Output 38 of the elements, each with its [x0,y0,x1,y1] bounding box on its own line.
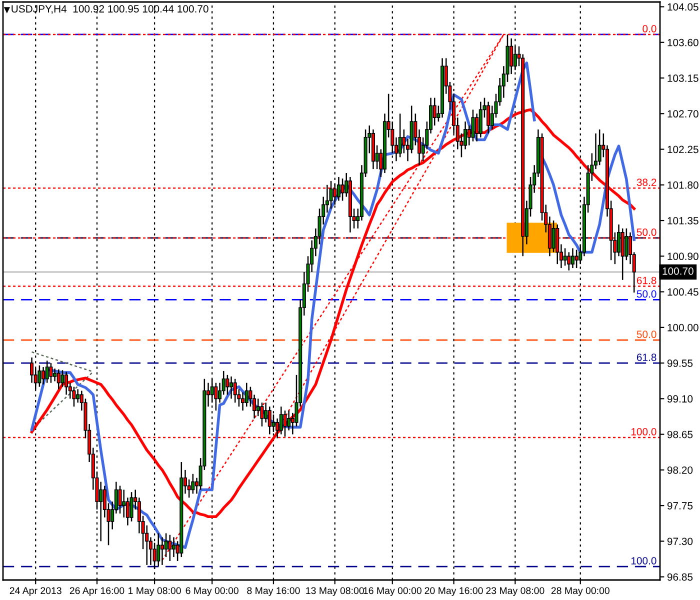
x-tick-label: 13 May 08:00 [306,587,364,596]
x-tick-label: 20 May 16:00 [424,587,483,596]
y-tick-label: 98.65 [667,430,693,438]
x-tick-label: 8 May 16:00 [247,587,300,596]
x-tick-label: 16 May 00:00 [364,587,422,596]
y-tick-label: 101.35 [668,217,698,224]
y-tick-label: 98.20 [667,466,693,474]
y-tick-label: 102.70 [668,110,698,118]
y-tick-label: 99.10 [667,395,693,403]
x-tick-label: 28 May 00:00 [551,587,610,596]
annotation: 100.0 [631,428,656,436]
y-tick-label: 104.05 [668,3,698,11]
y-tick-label: 96.85 [667,573,693,581]
y-tick-label: 103.60 [668,38,698,46]
x-tick-label: 1 May 08:00 [128,587,181,596]
annotation: 50.0 [636,290,656,298]
annotation: 61.8 [636,354,656,361]
y-tick-label: 100.00 [668,324,698,332]
ref-line-label: 100.70 [662,267,694,275]
x-tick-label: 26 Apr 16:00 [70,587,124,596]
annotation: 100.0 [631,557,656,564]
y-tick-label: 102.25 [668,146,698,154]
y-tick-label: 101.80 [668,181,698,189]
x-tick-label: 24 Apr 2013 [10,587,62,596]
annotation: 38.2 [636,178,656,186]
annotation: 0.0 [642,25,656,32]
y-tick-label: 103.15 [668,74,698,82]
x-tick-label: 6 May 00:00 [186,587,238,596]
chart-title: USDJPY,H4 100.92 100.95 100.44 100.70 [12,5,208,14]
x-tick-label: 23 May 08:00 [486,587,544,596]
y-tick-label: 99.55 [667,360,693,367]
y-tick-label: 100.45 [668,288,698,296]
annotation: 61.8 [636,276,656,284]
y-tick-label: 100.90 [668,252,698,260]
annotation: 50.0 [636,330,656,338]
y-tick-label: 97.75 [667,502,693,510]
y-tick-label: 97.30 [667,538,693,546]
annotation: 50.0 [636,228,656,236]
